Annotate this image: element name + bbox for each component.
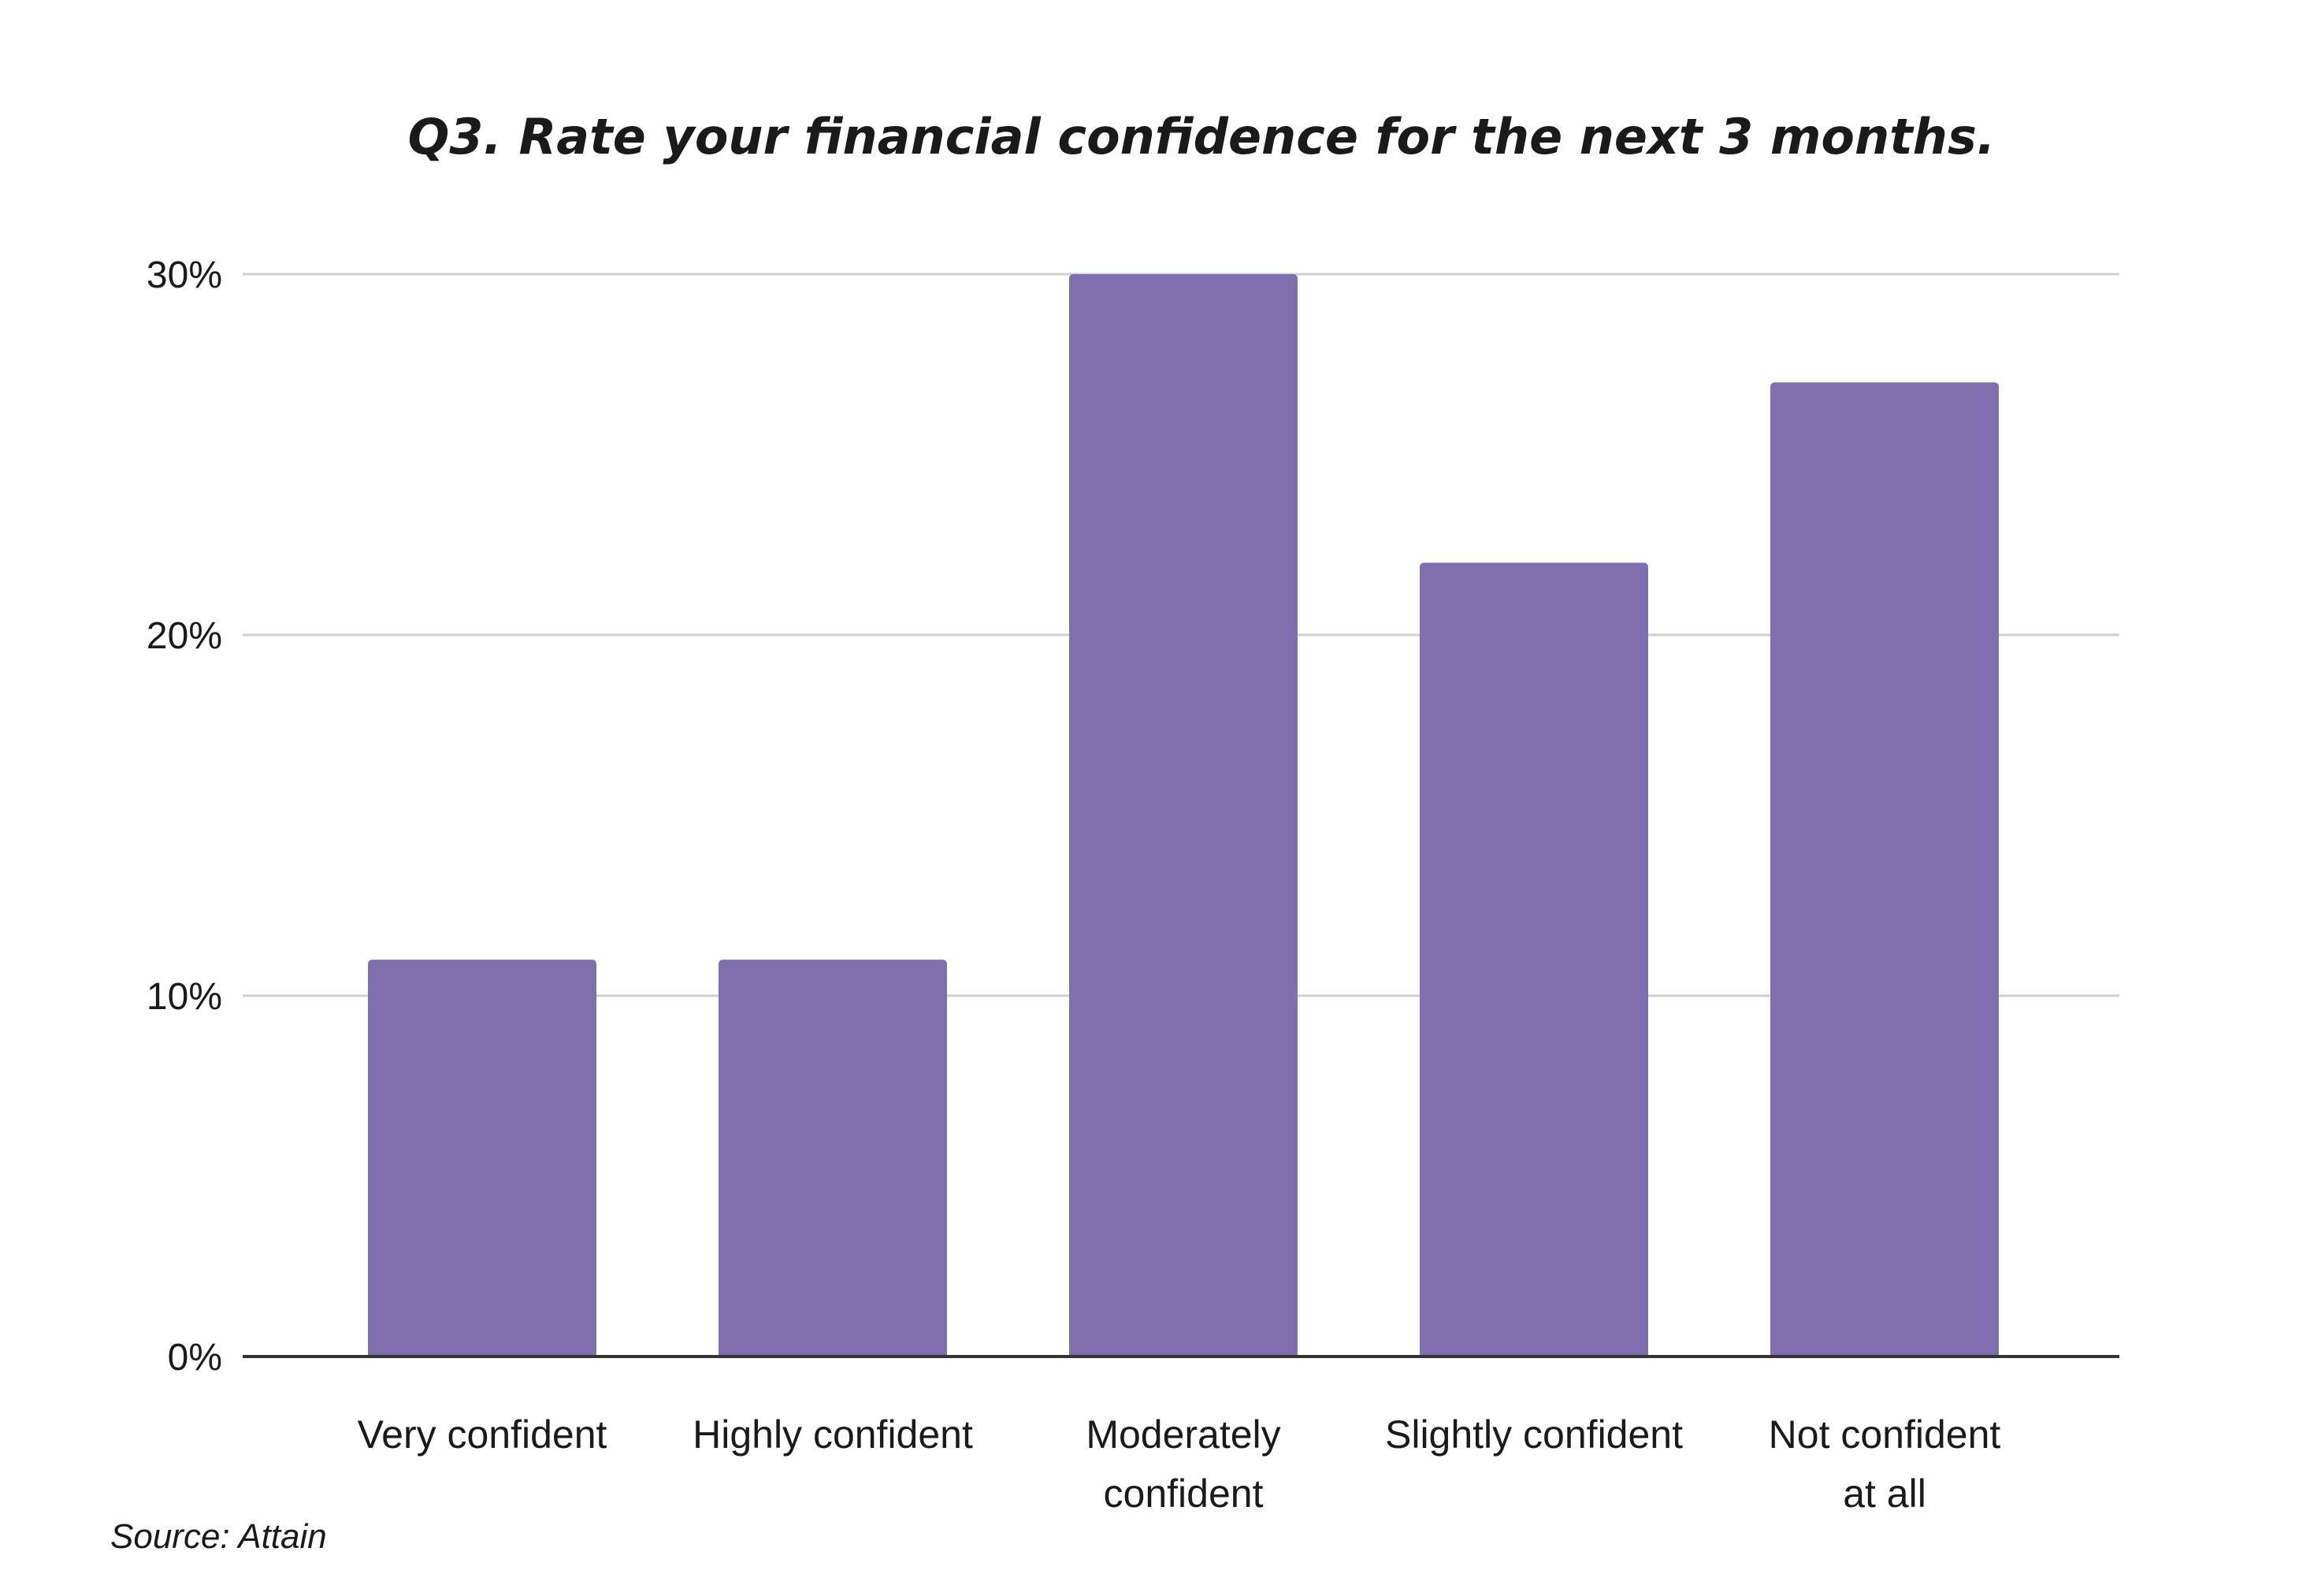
y-tick-label: 20%	[147, 615, 222, 657]
bar	[368, 959, 596, 1357]
x-tick-label: Slightly confident	[1385, 1412, 1683, 1457]
x-tick-label: Very confident	[358, 1412, 607, 1457]
y-axis-ticks: 0% 10% 20% 30%	[147, 254, 222, 1379]
bars	[368, 274, 1999, 1357]
bar	[1770, 382, 1999, 1357]
chart-title: Q3. Rate your financial confidence for t…	[408, 108, 1996, 165]
source-note: Source: Attain	[110, 1517, 327, 1556]
y-tick-label: 0%	[168, 1337, 222, 1379]
y-tick-label: 30%	[147, 254, 222, 296]
bar	[1420, 562, 1648, 1357]
y-tick-label: 10%	[147, 976, 222, 1018]
x-tick-label: Highly confident	[693, 1412, 973, 1457]
x-axis-ticks: Very confident Highly confident Moderately…	[358, 1412, 2001, 1516]
bar	[1069, 274, 1298, 1357]
bar	[719, 959, 947, 1357]
x-tick-label: Moderately confident	[1086, 1412, 1280, 1516]
x-tick-label: Not confident at all	[1769, 1412, 2001, 1516]
